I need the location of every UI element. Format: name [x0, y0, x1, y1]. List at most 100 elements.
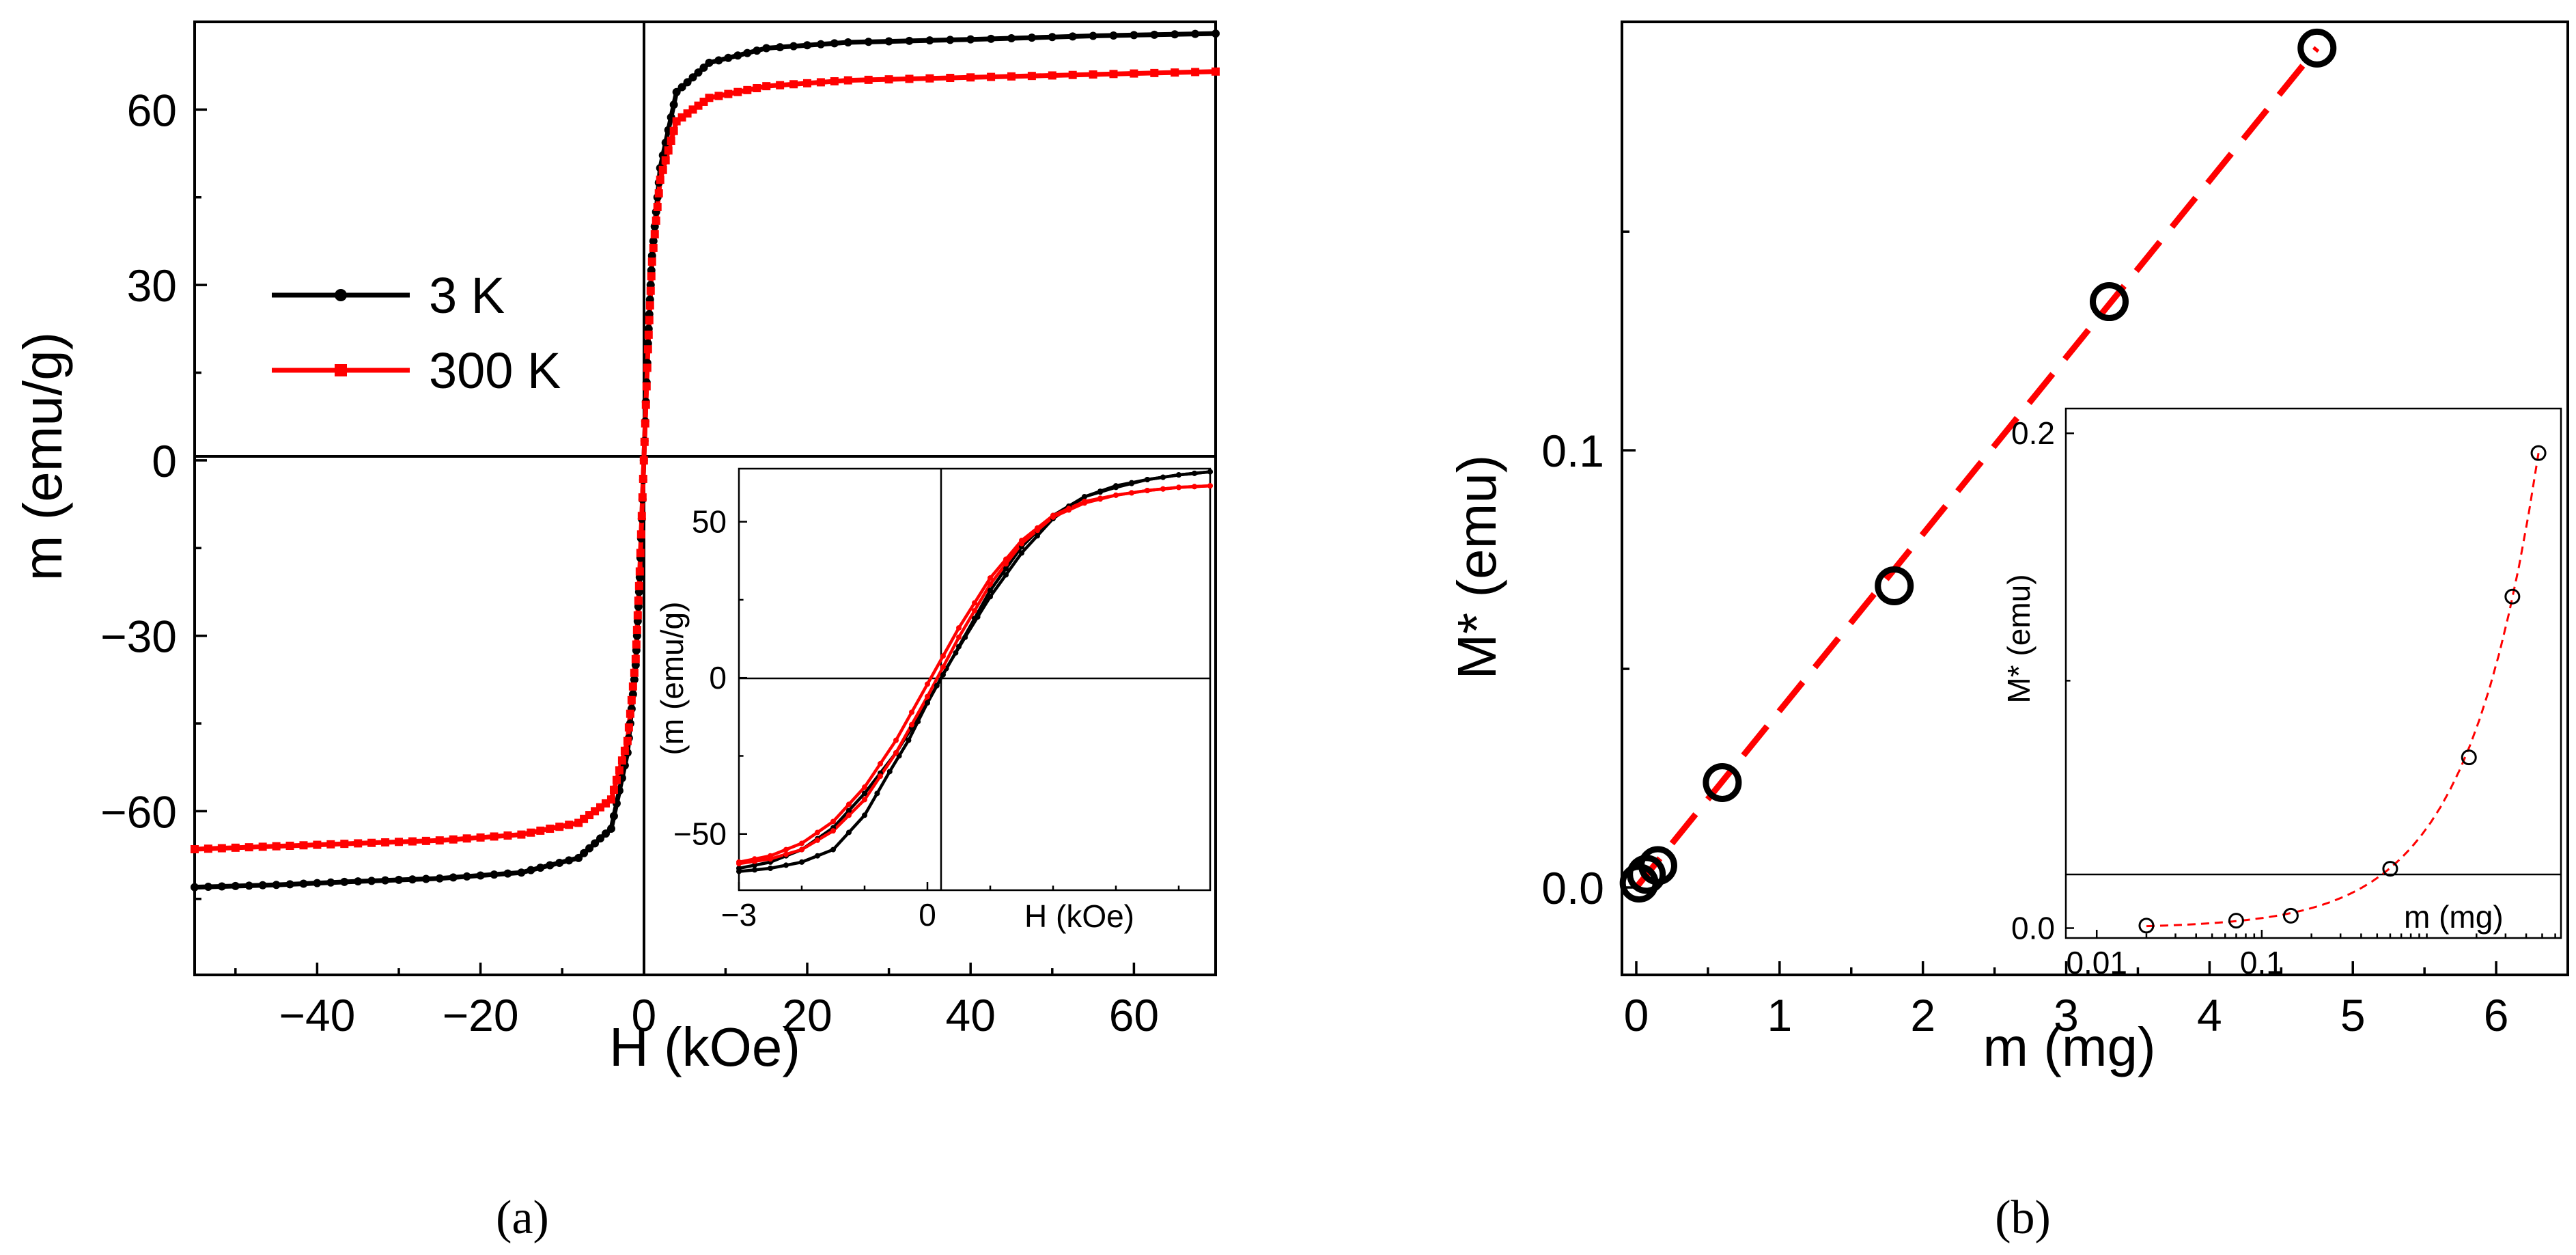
data-point-300K [326, 840, 335, 849]
data-point-3K [609, 812, 618, 820]
data-point-3K [421, 874, 430, 883]
data-point-3K [630, 675, 639, 684]
inset-point-3K [1176, 472, 1181, 478]
data-point-3K [946, 36, 955, 44]
data-point-300K [654, 189, 663, 198]
data-point-300K [1109, 70, 1118, 79]
inset-point-3K [846, 808, 852, 814]
data-point-300K [1150, 68, 1159, 77]
data-point-3K [555, 858, 564, 867]
panel-b-x-axis-title: m (mg) [1983, 1017, 2155, 1077]
inset-point-300K [909, 709, 914, 715]
data-point-3K [565, 856, 574, 865]
x-tick-label: −3 [721, 897, 757, 933]
data-point-3K [1027, 33, 1036, 42]
inset-point-3K [915, 719, 921, 725]
panel-b-inset-points [2138, 445, 2547, 934]
x-tick-label: 0 [631, 990, 656, 1040]
data-point-3K [272, 881, 281, 889]
inset-point-300K [799, 846, 804, 853]
data-point [2297, 28, 2337, 68]
data-point-300K [816, 78, 825, 87]
panel-a-inset-x-axis-title: H (kOe) [1024, 898, 1134, 934]
legend-label-3K: 3 K [429, 267, 505, 324]
data-point-300K [661, 156, 670, 165]
panel-a-inset-background [739, 469, 1210, 890]
y-tick-label: 0 [709, 660, 727, 695]
data-point-300K [313, 840, 322, 849]
data-point-300K [843, 76, 852, 85]
inset-point-3K [925, 700, 930, 706]
y-tick-label: 0.0 [1541, 863, 1604, 913]
data-point-3K [1089, 31, 1097, 40]
inset-point-3K [1160, 474, 1166, 480]
inset-point-300K [1003, 556, 1009, 562]
data-point-3K [1191, 29, 1200, 38]
data-point-3K [435, 874, 444, 883]
data-point-3K [714, 56, 723, 65]
data-point-3K [699, 64, 708, 72]
inset-point-300K [768, 856, 773, 862]
inset-point-3K [1003, 572, 1009, 578]
data-point-300K [905, 74, 914, 83]
x-tick-label: 0 [1624, 990, 1649, 1040]
data-point-300K [753, 83, 761, 92]
inset-point-300K [846, 812, 852, 818]
y-tick-label: −50 [673, 816, 727, 852]
data-point-3K [546, 861, 555, 870]
inset-point-3K [1113, 484, 1119, 491]
inset-point-3K [886, 769, 893, 775]
legend-label-300K: 300 K [429, 342, 561, 399]
data-point-300K [285, 842, 294, 851]
data-point-3K [694, 68, 703, 77]
data-point-300K [609, 785, 618, 794]
data-point-300K [231, 843, 240, 852]
data-point-3K [1007, 33, 1016, 42]
inset-point-3K [1003, 566, 1009, 572]
data-point-3K [905, 36, 914, 45]
inset-point-300K [736, 861, 742, 867]
data-point-300K [733, 87, 742, 96]
data-point-300K [1068, 70, 1077, 79]
data-point-3K [1109, 31, 1118, 40]
panel-a-x-axis-title: H (kOe) [609, 1017, 800, 1077]
inset-point-3K [988, 588, 993, 594]
x-tick-label: 20 [782, 990, 832, 1040]
x-tick-label: 0 [919, 897, 936, 933]
data-point-300K [724, 89, 733, 98]
data-point-300K [762, 82, 771, 91]
data-point-300K [408, 837, 417, 846]
data-point-3K [313, 879, 322, 887]
x-tick-label: 1 [1767, 990, 1792, 1040]
data-point-3K [527, 866, 535, 874]
data-point-300K [299, 841, 308, 850]
inset-point-300K [956, 634, 962, 640]
data-point-3K [580, 849, 589, 857]
data-point-300K [925, 74, 934, 83]
inset-point-3K [953, 650, 959, 656]
data-point-3K [395, 875, 403, 884]
data-point-300K [615, 766, 624, 775]
inset-point-3K [815, 853, 820, 859]
inset-point-300K [1160, 486, 1166, 492]
data-point-3K [987, 34, 996, 43]
x-tick-label: 0.1 [2240, 945, 2284, 980]
inset-point-3K [972, 616, 977, 622]
inset-point-300K [830, 818, 836, 825]
data-point-300K [462, 834, 471, 843]
data-point-3K [503, 869, 512, 878]
data-point-300K [624, 723, 633, 732]
data-point-3K [669, 100, 678, 109]
data-point-3K [299, 879, 308, 888]
data-point-3K [601, 829, 610, 838]
panel-a-inset-ticks: −3 0 −50 0 50 [673, 504, 1180, 933]
panel-a-points [191, 29, 1220, 892]
inset-point-300K [940, 664, 946, 670]
x-tick-label: 2 [1910, 990, 1935, 1040]
y-tick-label: 0.0 [2011, 911, 2055, 946]
panel-b-inset-frame [2064, 407, 2562, 939]
data-point-300K [1191, 68, 1200, 77]
data-point-300K [628, 682, 637, 691]
